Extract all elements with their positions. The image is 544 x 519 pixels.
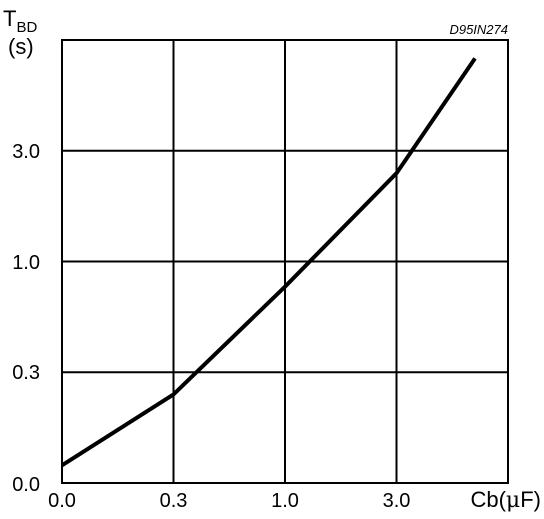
series-layer [60,57,477,467]
x-axis-title-prefix: Cb( [470,487,506,512]
x-axis-title: Cb(μF) [470,487,541,513]
y-tick-label: 1.0 [12,252,40,274]
figure-code-label: D95IN274 [449,22,508,37]
plot-border [61,39,509,484]
y-tick-label: 3.0 [12,141,40,163]
x-axis-title-suffix: F) [520,487,541,512]
y-tick-label: 0.0 [12,474,40,496]
x-tick-label: 0.3 [160,490,188,512]
x-tick-label: 0.0 [48,490,76,512]
x-tick-label: 3.0 [383,490,411,512]
x-tick-label: 1.0 [271,490,299,512]
grid [62,40,508,483]
y-axis-unit: (s) [8,34,34,59]
series-line-1 [60,57,477,467]
plot-frame [61,39,509,484]
y-tick-label: 0.3 [12,362,40,384]
mu-symbol: μ [506,488,520,513]
y-axis-title-main: T [3,6,16,31]
y-axis-title: TBD [3,6,37,36]
y-tick-labels: 0.0 0.3 1.0 3.0 [12,141,40,496]
y-axis-title-subscript: BD [16,19,37,36]
x-tick-labels: 0.0 0.3 1.0 3.0 [48,490,410,512]
